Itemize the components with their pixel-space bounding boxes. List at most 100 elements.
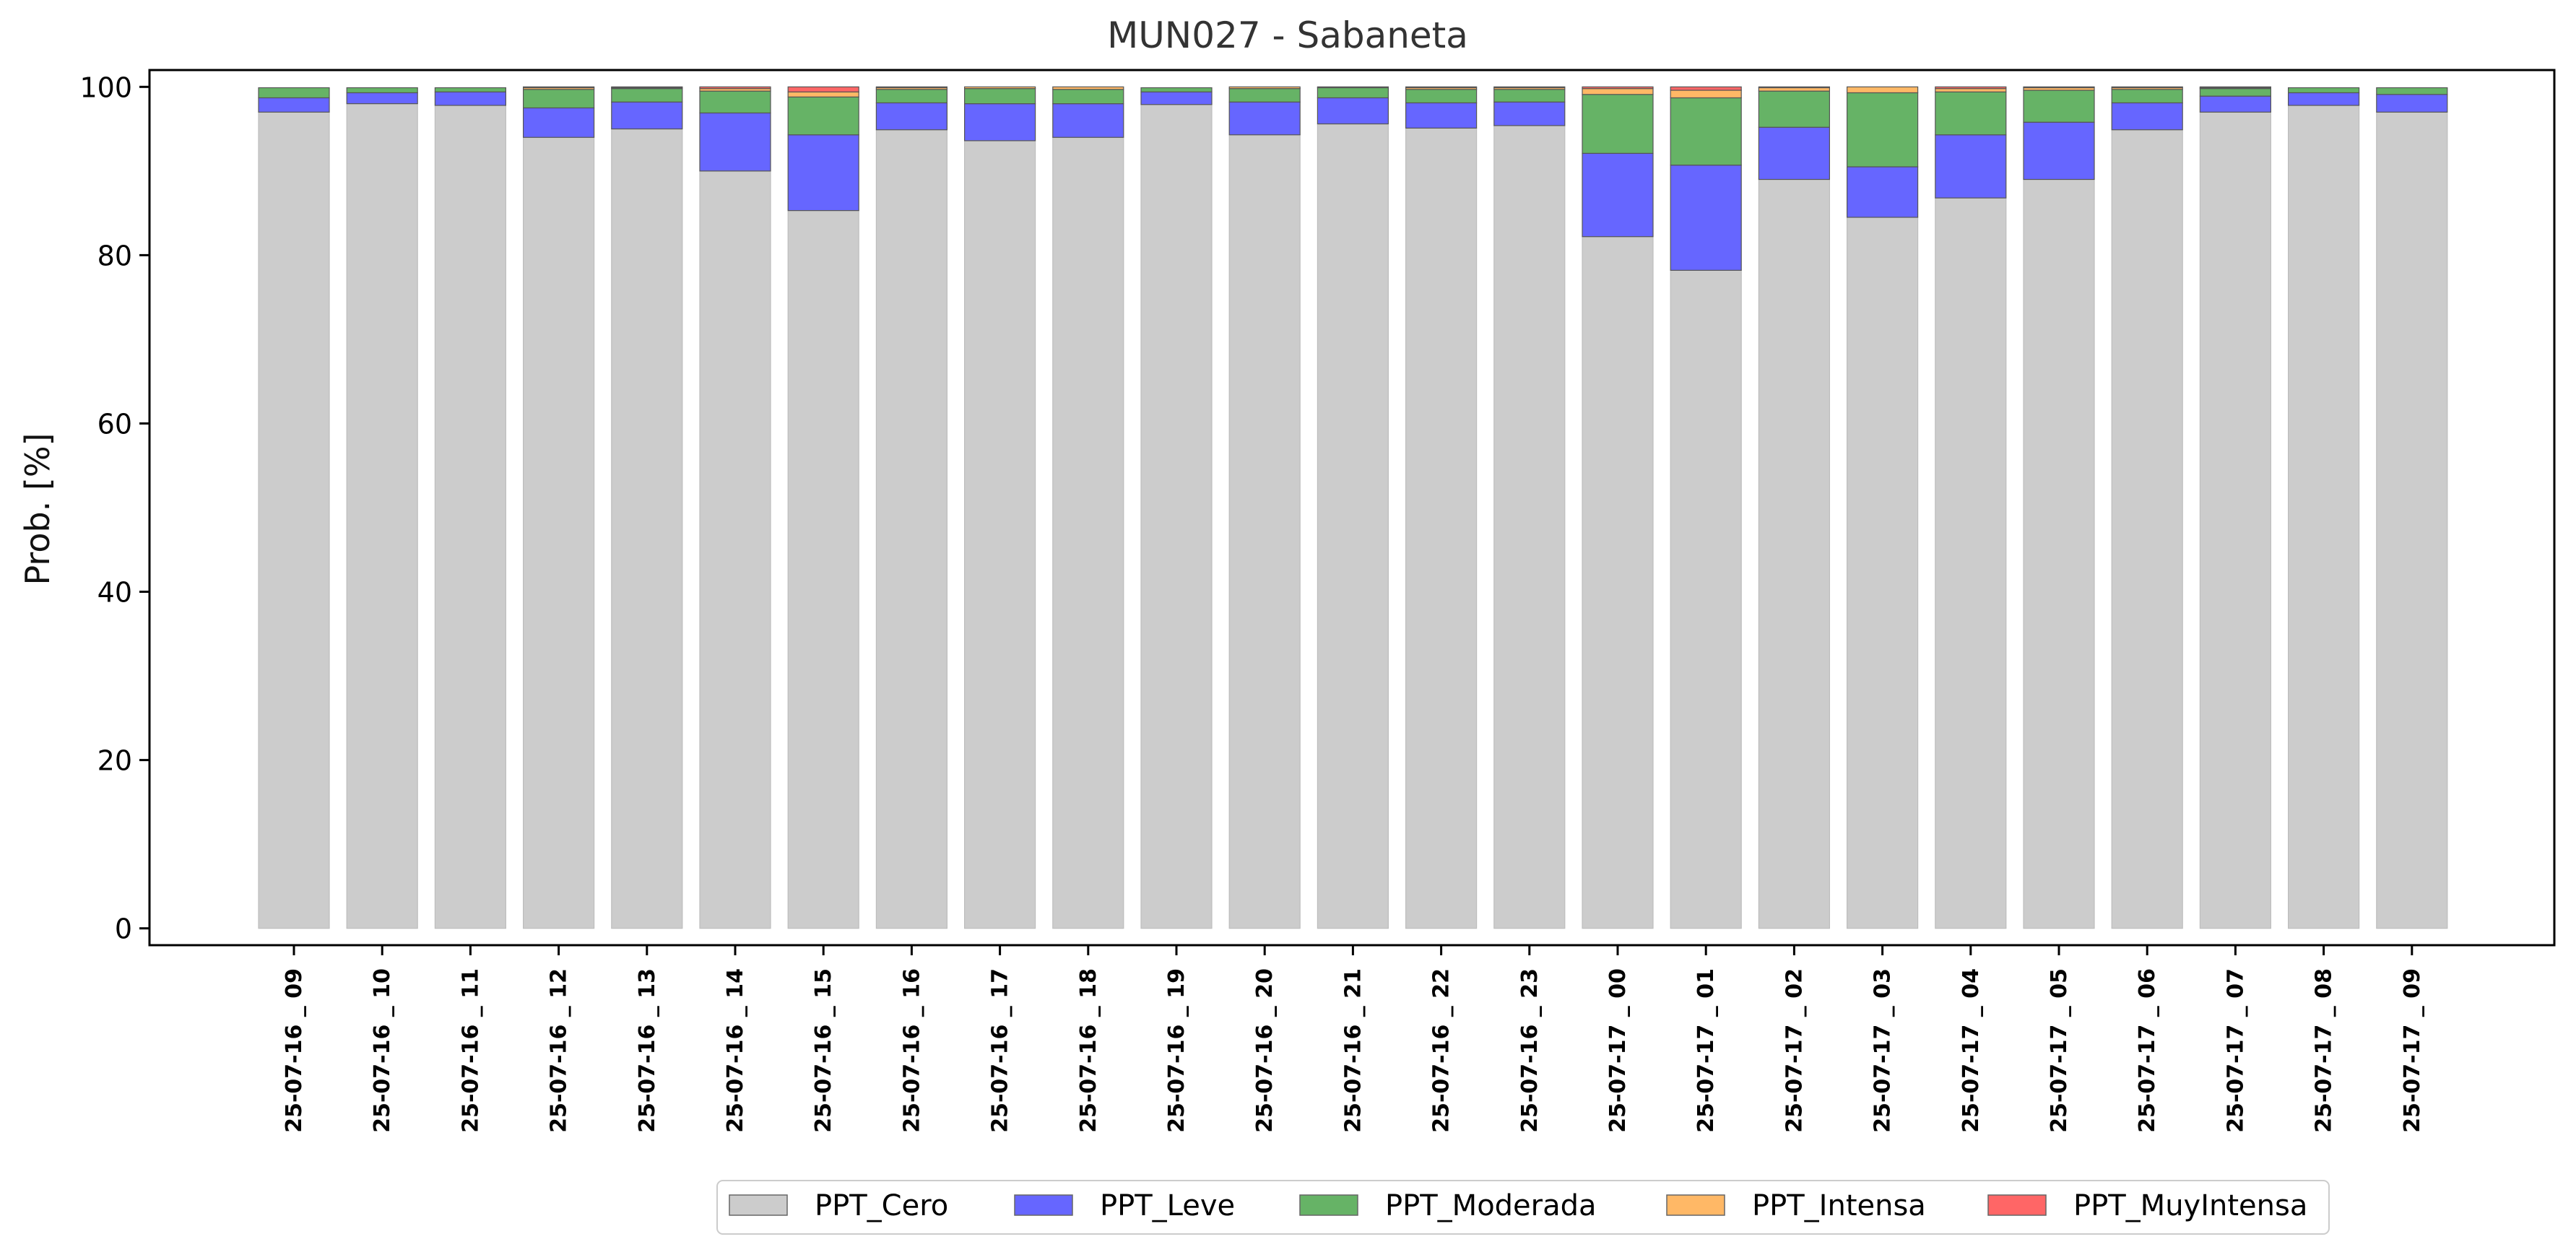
bar-segment-ppt-cero — [1582, 236, 1654, 929]
bar-segment-ppt-leve — [699, 112, 771, 172]
bar-segment-ppt-leve — [2023, 121, 2095, 181]
bar-segment-ppt-cero — [1847, 217, 1919, 929]
bar-segment-ppt-leve — [1935, 134, 2007, 199]
x-tick-label: 25-07-17 _ 07 — [2223, 968, 2248, 1133]
bar-stack — [258, 87, 330, 929]
bar-stack — [1493, 86, 1566, 929]
bar-segment-ppt-cero — [1935, 197, 2007, 929]
x-tick-label: 25-07-17 _ 06 — [2135, 968, 2160, 1133]
bar-segment-ppt-cero — [2111, 129, 2183, 929]
bar-segment-ppt-moderada — [346, 87, 418, 94]
x-tick-label: 25-07-16 _ 17 — [988, 968, 1013, 1133]
bars-layer — [258, 86, 2448, 929]
bar-segment-ppt-intensa — [1582, 88, 1654, 95]
bar-segment-ppt-intensa — [1758, 87, 1830, 92]
x-tick-label: 25-07-16 _ 19 — [1164, 968, 1189, 1133]
bar-stack — [2199, 86, 2271, 929]
x-tick-label: 25-07-16 _ 23 — [1517, 968, 1543, 1133]
bar-segment-ppt-moderada — [787, 96, 859, 136]
bar-segment-ppt-cero — [1758, 178, 1830, 929]
bar-segment-ppt-cero — [1317, 123, 1389, 929]
x-tick-label: 25-07-16 _ 16 — [899, 968, 924, 1133]
bar-segment-ppt-leve — [258, 97, 330, 113]
bar-segment-ppt-intensa — [1847, 86, 1919, 94]
bar-segment-ppt-moderada — [434, 87, 507, 92]
x-tick-label: 25-07-17 _ 08 — [2312, 968, 2337, 1133]
bar-segment-ppt-moderada — [1582, 94, 1654, 154]
x-tick-label: 25-07-16 _ 14 — [723, 968, 748, 1133]
bar-segment-ppt-cero — [1670, 269, 1742, 929]
bar-stack — [2288, 87, 2360, 929]
bar-segment-ppt-moderada — [1317, 87, 1389, 99]
bar-segment-ppt-moderada — [963, 88, 1036, 105]
bar-segment-ppt-leve — [1670, 165, 1742, 271]
bar-segment-ppt-cero — [699, 170, 771, 929]
x-tick-label: 25-07-17 _ 01 — [1694, 968, 1719, 1133]
bar-segment-ppt-intensa — [963, 86, 1036, 90]
x-axis: 25-07-16 _ 09 25-07-16 _ 10 25-07-16 _ 11 2… — [282, 945, 2425, 1133]
bar-segment-ppt-intensa — [1670, 90, 1742, 99]
bar-stack — [1670, 86, 1742, 929]
y-tick-label: 100 — [79, 71, 132, 103]
bar-segment-ppt-cero — [611, 128, 683, 929]
bar-segment-ppt-moderada — [1140, 87, 1213, 92]
bar-stack — [2111, 86, 2183, 929]
y-tick-label: 20 — [97, 745, 132, 777]
bar-stack — [1052, 86, 1124, 929]
bar-segment-ppt-leve — [2199, 95, 2271, 113]
chart-title: MUN027 - Sabaneta — [1107, 14, 1468, 56]
y-axis-label: Prob. [%] — [18, 433, 57, 585]
bar-segment-ppt-muyintensa — [1670, 86, 1742, 91]
bar-segment-ppt-leve — [2111, 102, 2183, 131]
legend-swatch — [1666, 1194, 1725, 1216]
bar-segment-ppt-moderada — [1052, 89, 1124, 105]
bar-stack — [699, 86, 771, 929]
x-tick-label: 25-07-16 _ 20 — [1252, 968, 1278, 1133]
legend-label: PPT_MuyIntensa — [2073, 1189, 2307, 1222]
bar-stack — [1582, 86, 1654, 929]
bar-segment-ppt-leve — [1052, 103, 1124, 138]
legend: PPT_Cero PPT_Leve PPT_Moderada PPT_Intensa P… — [716, 1180, 2330, 1235]
bar-segment-ppt-muyintensa — [1935, 86, 2007, 90]
x-tick-label: 25-07-16 _ 11 — [458, 968, 483, 1133]
bar-segment-ppt-leve — [522, 107, 595, 138]
legend-label: PPT_Cero — [815, 1189, 948, 1222]
bar-stack — [1140, 87, 1213, 929]
bar-segment-ppt-muyintensa — [787, 86, 859, 92]
bar-segment-ppt-cero — [1405, 127, 1478, 929]
bar-segment-ppt-muyintensa — [1582, 86, 1654, 90]
bar-segment-ppt-cero — [875, 129, 948, 929]
y-axis: 0 20 40 60 80 100 — [79, 71, 149, 945]
bar-segment-ppt-cero — [346, 103, 418, 929]
x-tick-label: 25-07-17 _ 02 — [1782, 968, 1807, 1133]
bar-segment-ppt-leve — [1758, 126, 1830, 181]
bar-stack — [1847, 86, 1919, 929]
bar-segment-ppt-cero — [787, 210, 859, 929]
y-tick-label: 60 — [97, 408, 132, 440]
bar-segment-ppt-moderada — [2288, 87, 2360, 94]
bar-segment-ppt-leve — [1493, 101, 1566, 126]
bar-segment-ppt-cero — [434, 105, 507, 929]
x-tick-label: 25-07-16 _ 10 — [370, 968, 395, 1133]
legend-label: PPT_Leve — [1100, 1189, 1235, 1222]
bar-stack — [1228, 86, 1301, 929]
bar-segment-ppt-moderada — [1847, 92, 1919, 168]
x-tick-label: 25-07-17 _ 03 — [1870, 968, 1896, 1133]
bar-segment-ppt-moderada — [875, 89, 948, 104]
y-tick-label: 80 — [97, 240, 132, 271]
bar-segment-ppt-intensa — [1052, 86, 1124, 90]
bar-segment-ppt-moderada — [2111, 89, 2183, 104]
bar-segment-ppt-leve — [434, 91, 507, 106]
legend-label: PPT_Intensa — [1752, 1189, 1926, 1222]
plot-frame — [148, 69, 2556, 947]
legend-label: PPT_Moderada — [1385, 1189, 1597, 1222]
bar-segment-ppt-leve — [963, 103, 1036, 142]
x-tick-label: 25-07-16 _ 22 — [1429, 968, 1454, 1133]
bar-segment-ppt-cero — [258, 111, 330, 929]
bar-segment-ppt-cero — [2376, 111, 2448, 929]
bar-stack — [875, 86, 948, 929]
bar-segment-ppt-leve — [2288, 92, 2360, 106]
x-tick-label: 25-07-16 _ 13 — [635, 968, 660, 1133]
bar-segment-ppt-leve — [1582, 152, 1654, 238]
